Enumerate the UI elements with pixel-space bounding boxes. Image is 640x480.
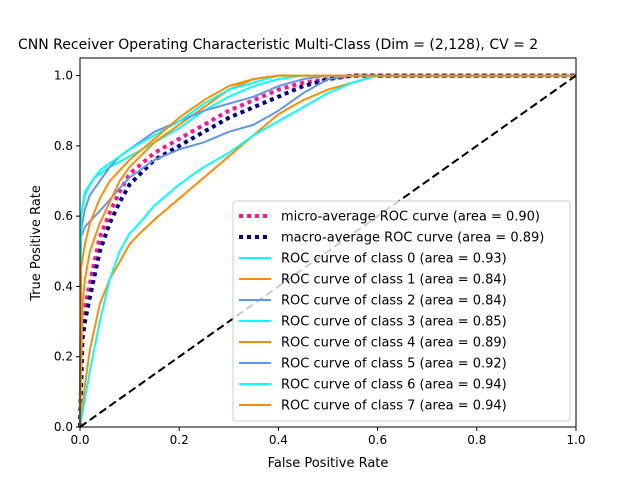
- x-axis-label: False Positive Rate: [268, 456, 389, 471]
- x-tick-label: 0.2: [170, 433, 189, 447]
- chart-title: CNN Receiver Operating Characteristic Mu…: [18, 37, 538, 53]
- legend-entry-label: macro-average ROC curve (area = 0.89): [281, 231, 544, 246]
- y-tick-label: 0.6: [54, 209, 73, 223]
- x-tick-label: 0.4: [269, 433, 288, 447]
- y-tick-label: 0.2: [54, 350, 73, 364]
- legend-entry-label: ROC curve of class 2 (area = 0.84): [281, 294, 507, 309]
- legend: micro-average ROC curve (area = 0.90) mac…: [232, 200, 571, 422]
- y-tick-label: 0.0: [54, 420, 73, 434]
- y-axis-label: True Positive Rate: [29, 185, 44, 302]
- y-tick-label: 1.0: [54, 69, 73, 83]
- y-axis-ticks: 0.0 0.2 0.4 0.6 0.8 1.0: [54, 69, 80, 434]
- y-tick-label: 0.4: [54, 279, 73, 293]
- legend-entry-label: ROC curve of class 3 (area = 0.85): [281, 315, 507, 330]
- legend-entry-label: ROC curve of class 7 (area = 0.94): [281, 399, 507, 414]
- roc-curve-5: [79, 74, 576, 428]
- legend-entry-label: micro-average ROC curve (area = 0.90): [281, 210, 540, 225]
- legend-entry-label: ROC curve of class 4 (area = 0.89): [281, 336, 507, 351]
- plot-frame: [79, 57, 577, 428]
- roc-curve-9: [79, 74, 576, 428]
- legend-entry-label: ROC curve of class 5 (area = 0.92): [281, 357, 507, 372]
- legend-box: [232, 200, 571, 422]
- x-tick-label: 0.0: [70, 433, 89, 447]
- x-tick-label: 0.8: [467, 433, 486, 447]
- roc-curve-3: [79, 74, 576, 428]
- x-tick-label: 0.6: [368, 433, 387, 447]
- curves-layer: [78, 73, 577, 428]
- legend-entry-label: ROC curve of class 6 (area = 0.94): [281, 378, 507, 393]
- y-tick-label: 0.8: [54, 139, 73, 153]
- legend-entry-label: ROC curve of class 1 (area = 0.84): [281, 273, 507, 288]
- x-tick-label: 1.0: [566, 433, 585, 447]
- roc-curve-4: [79, 74, 576, 428]
- legend-entry-label: ROC curve of class 0 (area = 0.93): [281, 252, 507, 267]
- x-axis-ticks: 0.0 0.2 0.4 0.6 0.8 1.0: [70, 427, 586, 447]
